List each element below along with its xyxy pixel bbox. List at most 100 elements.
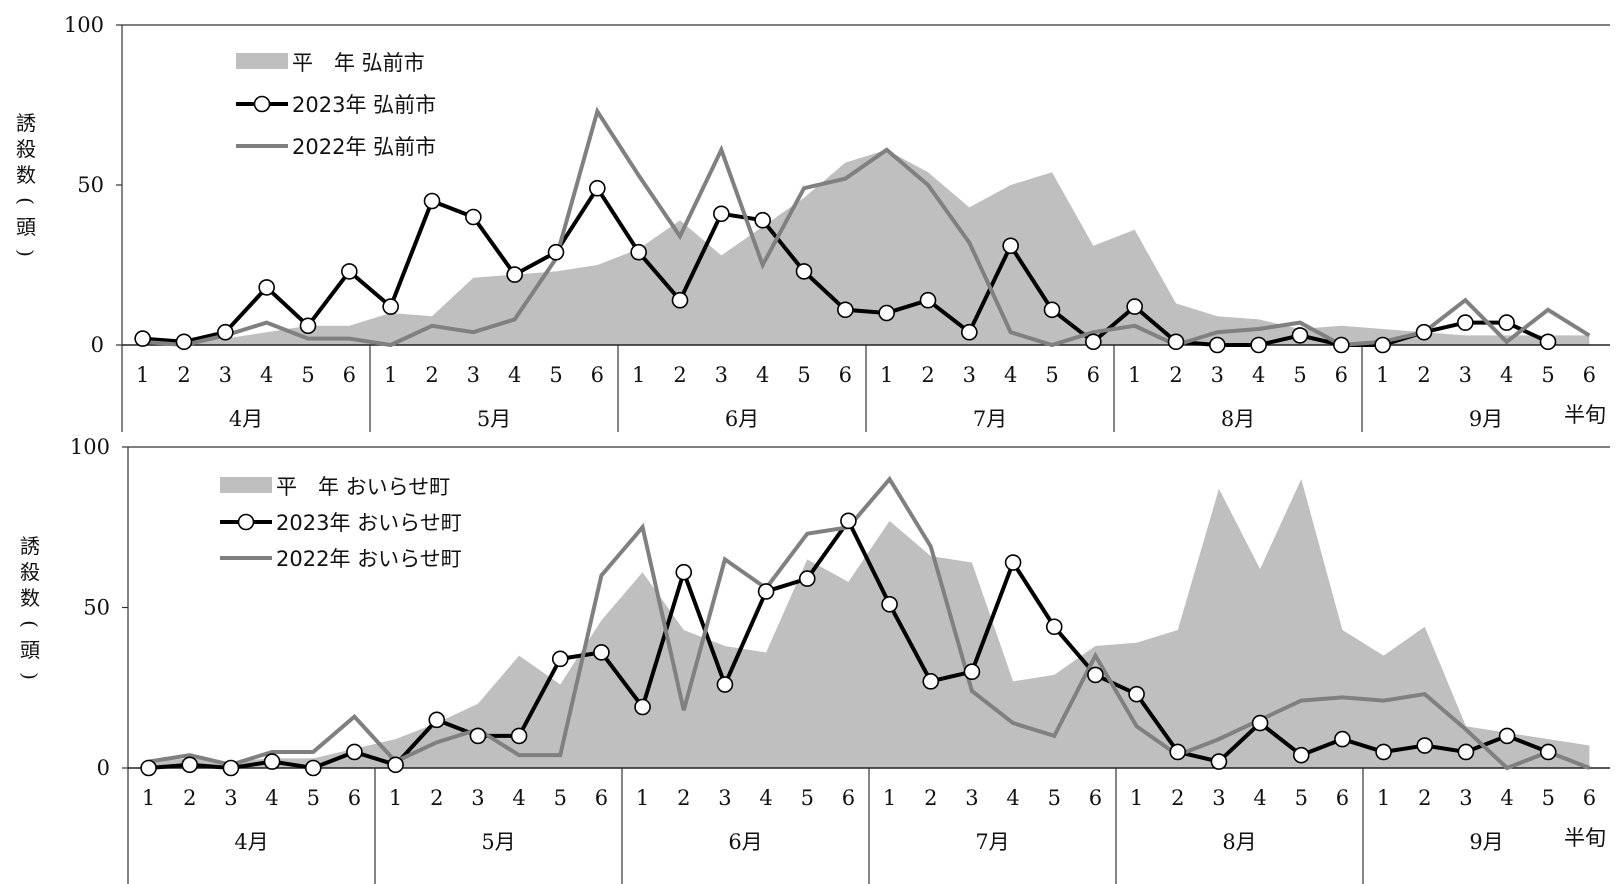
x-tick-label: 3 [963, 363, 976, 387]
data-point-marker [1087, 666, 1104, 684]
x-tick-label: 6 [1089, 786, 1102, 810]
x-tick-label: 4 [512, 786, 525, 810]
x-tick-label: 5 [1048, 786, 1061, 810]
x-tick-label: 5 [797, 363, 810, 387]
data-point-marker [716, 676, 734, 693]
month-label: 4月 [234, 830, 268, 854]
data-point-marker [1498, 727, 1516, 745]
month-label: 6月 [725, 407, 759, 431]
x-tick-label: 4 [759, 786, 772, 810]
x-tick-label: 6 [348, 786, 361, 810]
data-point-marker [510, 727, 528, 745]
legend-label: 平 年 弘前市 [292, 51, 425, 75]
x-tick-label: 4 [265, 786, 278, 810]
x-tick-label: 2 [425, 363, 438, 387]
data-point-marker [346, 743, 363, 761]
x-tick-label: 6 [1335, 363, 1348, 387]
x-tick-label: 5 [1542, 786, 1555, 810]
data-point-marker [1167, 333, 1185, 351]
data-point-marker [341, 263, 358, 280]
legend-swatch-area [220, 477, 272, 493]
x-tick-label: 5 [801, 786, 814, 810]
x-tick-label: 1 [1130, 786, 1143, 810]
data-point-marker [1128, 685, 1145, 703]
data-point-marker [1416, 737, 1434, 754]
x-tick-label: 1 [136, 363, 149, 387]
x-tick-label: 5 [1045, 363, 1058, 387]
data-point-marker [837, 301, 854, 319]
data-point-marker [263, 753, 281, 770]
x-tick-label: 3 [715, 363, 728, 387]
x-tick-label: 4 [756, 363, 769, 387]
data-point-marker [222, 759, 240, 777]
data-point-marker [671, 291, 689, 309]
x-tick-label: 2 [921, 363, 934, 387]
y-axis-label-char: 殺 [16, 137, 36, 161]
legend-label: 平 年 おいらせ町 [276, 475, 450, 499]
x-tick-label: 6 [1583, 363, 1596, 387]
data-point-marker [1457, 314, 1474, 331]
x-tick-label: 1 [389, 786, 402, 810]
data-point-marker [387, 756, 404, 774]
month-label: 4月 [229, 407, 263, 431]
data-point-marker [1291, 327, 1309, 344]
data-point-marker [675, 563, 693, 581]
data-point-marker [798, 570, 816, 587]
legend-entry-0: 平 年 弘前市 [236, 51, 425, 75]
x-tick-label: 4 [1252, 363, 1265, 387]
x-tick-label: 1 [1376, 363, 1389, 387]
chart-panel-1: 0 50 100 誘殺数 (頭) 1 2 3 4 5 6 1 2 3 4 5 6 1 2 3 4 5 6 1 2 3 4 5 6 1 2 3 4… [14, 13, 1610, 432]
x-tick-label: 1 [636, 786, 649, 810]
data-point-marker [1457, 743, 1475, 761]
legend-entry-1: 2023年 おいらせ町 [220, 511, 462, 535]
y-axis-label-char: 殺 [20, 560, 40, 584]
x-unit-label: 半旬 [1564, 403, 1606, 427]
y-tick-label: 0 [91, 333, 104, 357]
data-point-marker [1374, 336, 1391, 354]
data-point-marker [1250, 336, 1267, 354]
x-tick-label: 3 [965, 786, 978, 810]
x-tick-label: 6 [1087, 363, 1100, 387]
x-tick-label: 4 [1500, 363, 1513, 387]
x-tick-label: 6 [591, 363, 604, 387]
data-point-marker [795, 263, 813, 280]
x-tick-label: 3 [1459, 363, 1472, 387]
month-label: 6月 [728, 830, 762, 854]
data-point-marker [304, 759, 322, 777]
x-tick-label: 2 [677, 786, 690, 810]
month-label: 8月 [1221, 407, 1255, 431]
month-label: 7月 [975, 830, 1009, 854]
x-tick-label: 1 [1377, 786, 1390, 810]
x-tick-label: 6 [1583, 786, 1596, 810]
x-tick-label: 6 [595, 786, 608, 810]
data-point-marker [1539, 333, 1557, 351]
x-tick-label: 6 [343, 363, 356, 387]
data-point-marker [506, 266, 523, 283]
x-tick-label: 1 [632, 363, 645, 387]
data-point-marker [1251, 714, 1269, 732]
data-point-marker [961, 323, 978, 341]
data-point-marker [1045, 618, 1063, 636]
x-tick-label: 3 [224, 786, 237, 810]
data-point-marker [881, 595, 898, 613]
chart-panel-2: 0 50 100 誘殺数 (頭) 1 2 3 4 5 6 1 2 3 4 5 6 1 2 3 4 5 6 1 2 3 4 5 6 1 2 3 4… [18, 435, 1610, 884]
data-point-marker [423, 192, 441, 210]
data-point-marker [140, 759, 157, 777]
data-point-marker [1498, 314, 1515, 331]
x-tick-label: 3 [1459, 786, 1472, 810]
data-point-marker [754, 211, 771, 229]
legend-label: 2023年 弘前市 [292, 93, 436, 117]
y-axis-label-char: 数 [20, 586, 40, 610]
y-tick-label: 50 [77, 173, 104, 197]
x-tick-label: 2 [1417, 363, 1430, 387]
x-tick-label: 4 [1006, 786, 1019, 810]
x-tick-label: 2 [924, 786, 937, 810]
data-point-marker [134, 330, 151, 347]
x-tick-label: 2 [1169, 363, 1182, 387]
x-tick-label: 5 [307, 786, 320, 810]
y-tick-label: 100 [70, 435, 110, 459]
data-point-marker [299, 317, 317, 335]
month-label: 5月 [477, 407, 511, 431]
y-axis-label-char: 頭 [20, 638, 40, 662]
data-point-marker [634, 698, 651, 716]
